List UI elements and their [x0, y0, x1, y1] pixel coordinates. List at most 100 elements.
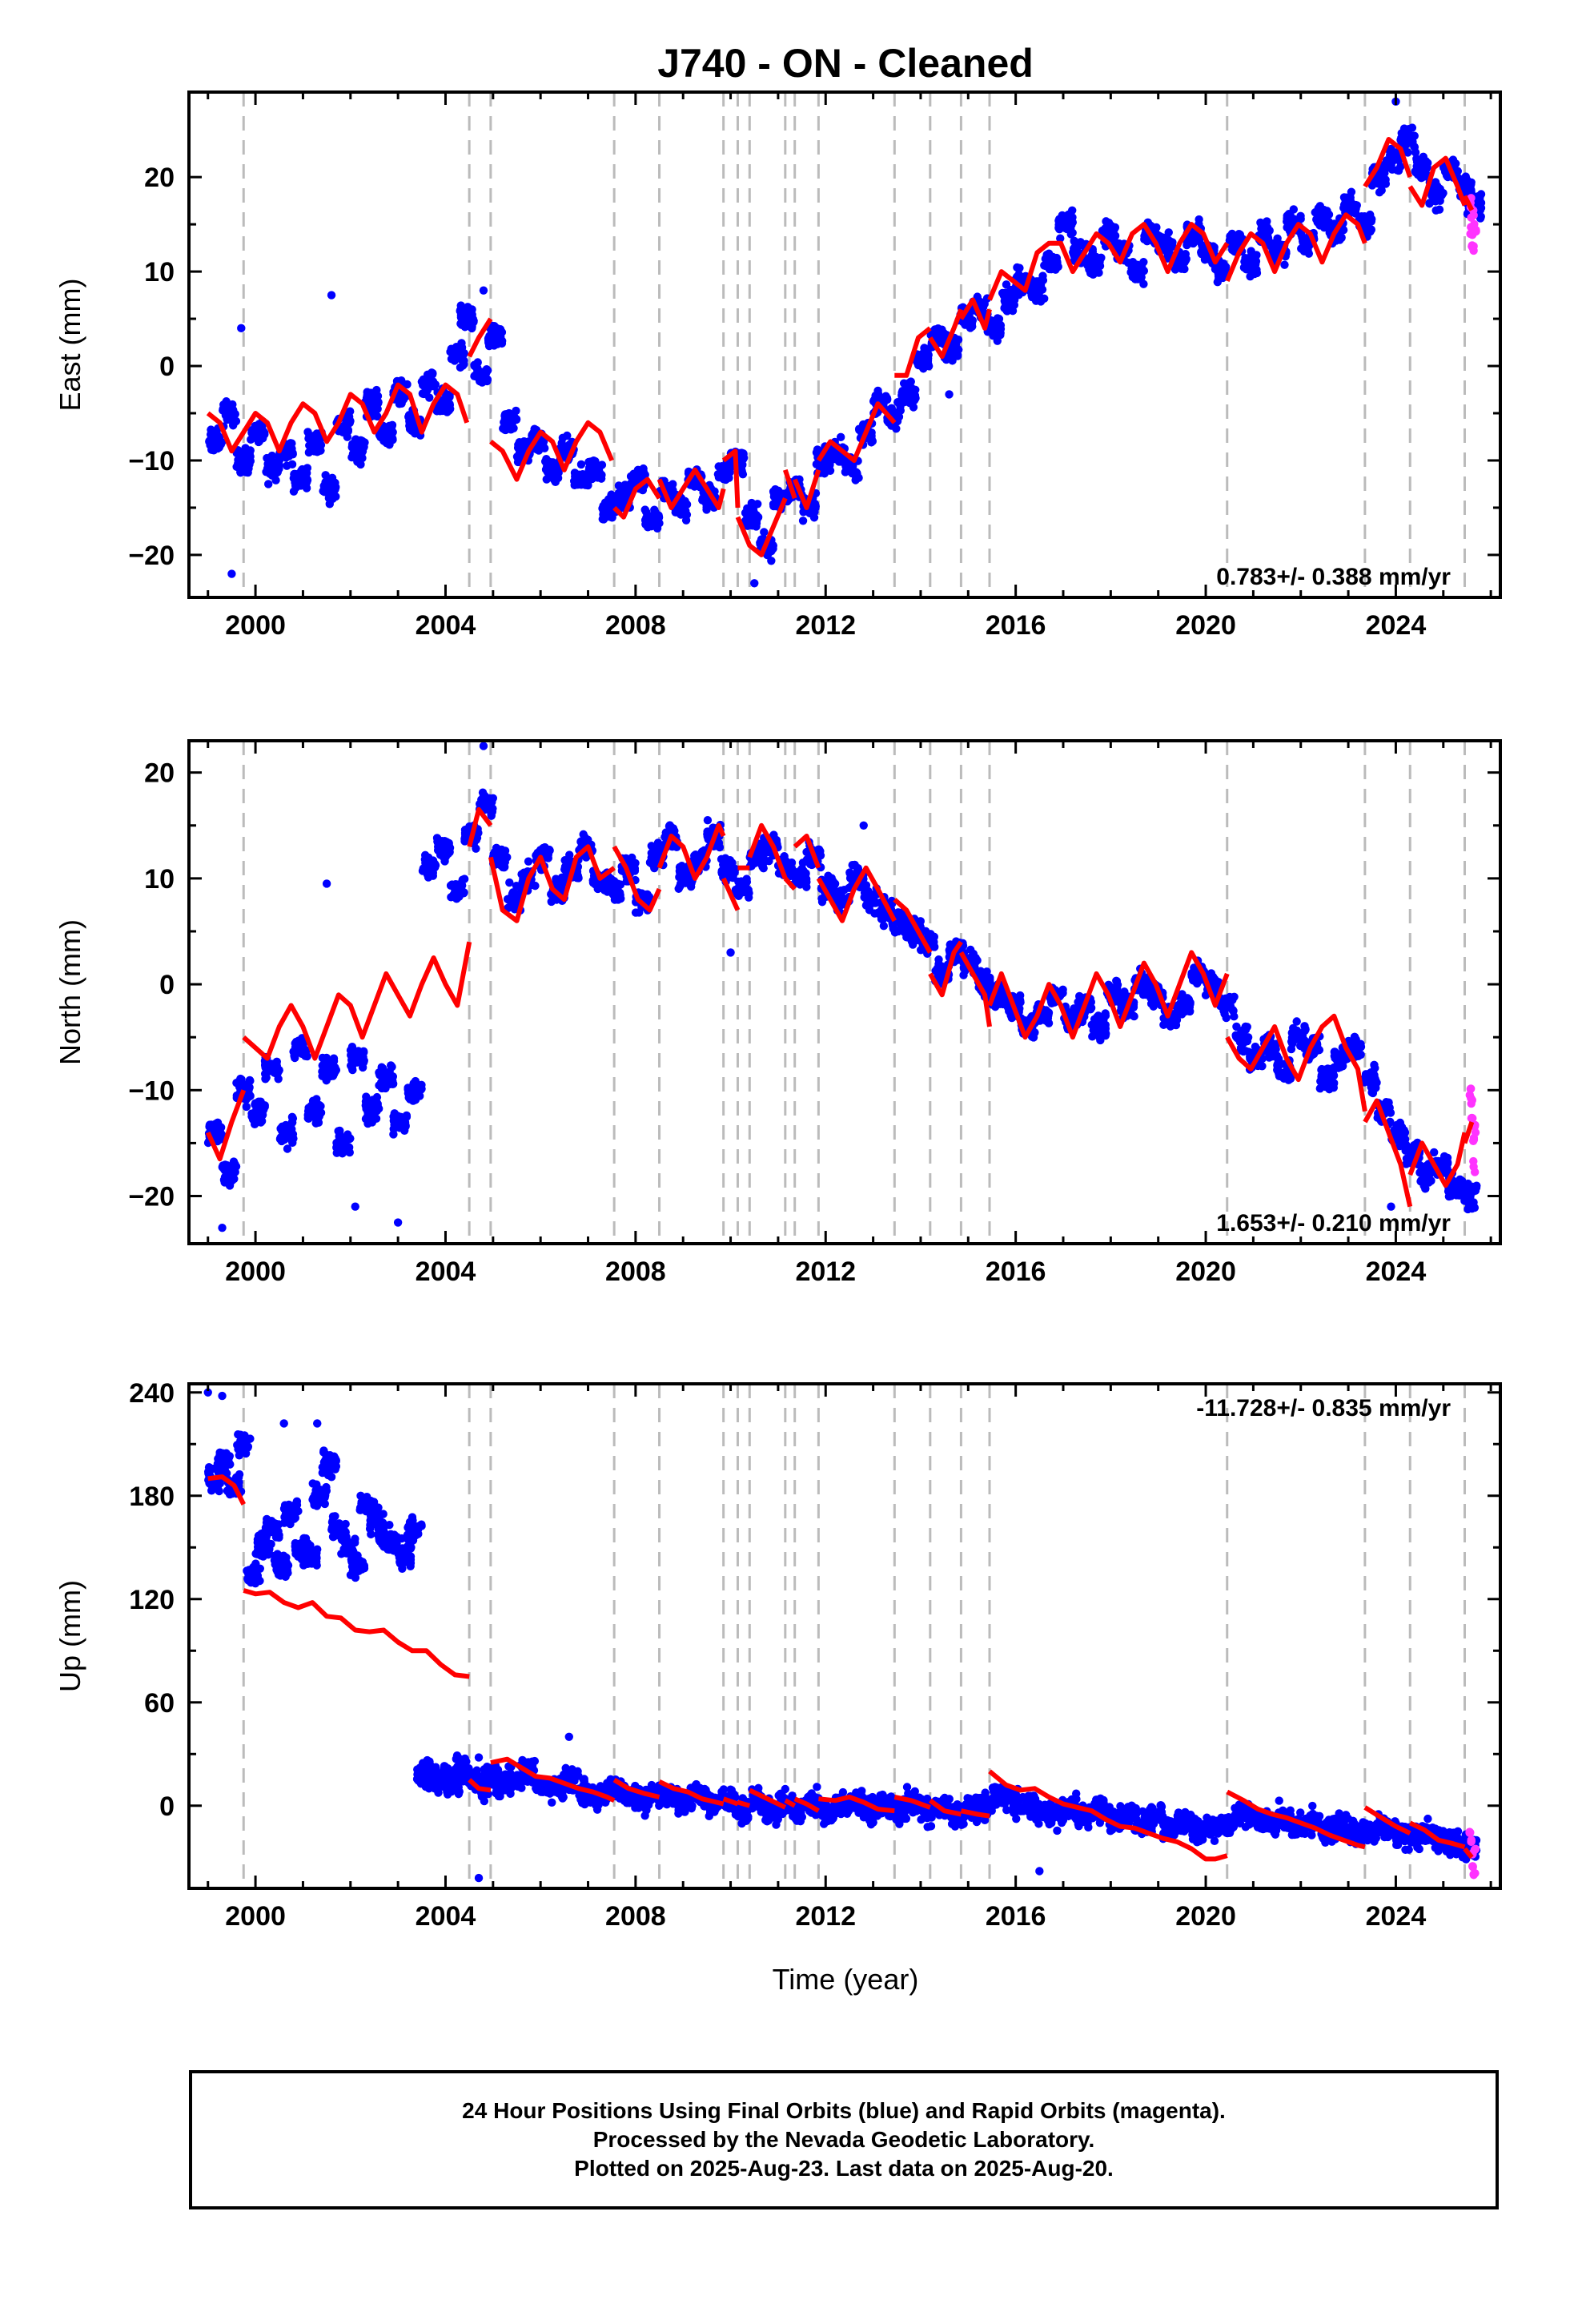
- data-point: [1198, 240, 1207, 250]
- data-point: [1180, 264, 1189, 274]
- x-tick-label: 2020: [1175, 610, 1236, 641]
- data-point: [813, 460, 822, 469]
- data-point: [227, 1174, 237, 1184]
- data-point: [836, 432, 845, 442]
- data-point: [503, 853, 512, 862]
- data-point: [576, 460, 586, 469]
- data-point: [682, 874, 691, 883]
- data-point: [468, 305, 476, 314]
- data-point: [665, 821, 674, 830]
- data-point: [1246, 272, 1255, 281]
- data-point: [908, 939, 917, 947]
- data-point: [228, 421, 238, 430]
- model-segment: [735, 497, 788, 557]
- data-point: [319, 1059, 328, 1068]
- data-point: [734, 877, 743, 887]
- data-point: [604, 495, 613, 504]
- data-point: [443, 406, 452, 416]
- data-point: [287, 1124, 296, 1134]
- data-point: [513, 457, 523, 467]
- data-point: [503, 410, 512, 420]
- data-point: [973, 292, 982, 301]
- data-point: [291, 478, 299, 487]
- data-point: [283, 1144, 292, 1153]
- data-point: [1461, 172, 1470, 181]
- data-point: [850, 860, 859, 870]
- data-point: [213, 1118, 223, 1128]
- data-point: [1258, 231, 1267, 240]
- data-point: [227, 404, 237, 414]
- data-point: [1164, 228, 1173, 237]
- data-point: [342, 424, 351, 434]
- data-point: [1392, 166, 1402, 175]
- data-point: [332, 1148, 341, 1157]
- data-point: [1351, 204, 1360, 213]
- data-point: [297, 476, 307, 486]
- data-point: [873, 389, 883, 399]
- data-point: [1197, 247, 1206, 256]
- data-point: [361, 1097, 371, 1106]
- data-point: [1245, 257, 1255, 266]
- data-point: [290, 469, 299, 479]
- data-point: [388, 434, 397, 443]
- data-point: [1379, 166, 1387, 175]
- data-point: [304, 1114, 313, 1124]
- data-point: [1401, 134, 1410, 143]
- y-tick-label: 0: [159, 352, 175, 382]
- data-point: [322, 476, 331, 486]
- data-point: [243, 468, 252, 477]
- data-point: [1195, 215, 1203, 224]
- data-point: [402, 1111, 412, 1120]
- data-point: [389, 1130, 398, 1139]
- data-point: [1034, 293, 1043, 303]
- data-point: [1104, 219, 1114, 227]
- data-point: [330, 480, 339, 489]
- data-point: [428, 870, 436, 879]
- chart-title: J740 - ON - Cleaned: [657, 41, 1034, 86]
- data-point: [1476, 203, 1486, 212]
- data-point: [753, 513, 763, 522]
- data-point: [307, 434, 316, 444]
- data-point: [443, 848, 452, 857]
- data-point: [811, 502, 820, 511]
- data-point: [246, 1092, 255, 1100]
- data-point: [614, 481, 624, 490]
- data-point: [372, 1092, 382, 1102]
- data-point: [429, 382, 439, 391]
- data-point: [1051, 255, 1060, 265]
- data-point: [1324, 210, 1334, 219]
- data-point: [816, 851, 825, 860]
- data-point: [326, 487, 335, 497]
- data-point: [477, 377, 486, 387]
- data-point: [1470, 227, 1479, 237]
- data-point: [893, 411, 901, 420]
- data-point: [626, 479, 636, 488]
- data-point: [482, 366, 491, 376]
- data-point: [460, 318, 470, 327]
- data-point: [468, 322, 476, 332]
- data-point: [628, 853, 636, 862]
- data-point: [1367, 181, 1377, 190]
- data-point: [829, 880, 839, 890]
- data-point: [219, 404, 227, 413]
- data-point: [1452, 159, 1460, 168]
- data-point: [315, 435, 325, 444]
- data-point: [742, 875, 751, 883]
- data-point: [1073, 240, 1082, 249]
- data-point: [715, 472, 724, 481]
- data-point: [978, 300, 988, 310]
- data-point: [1187, 239, 1197, 247]
- data-point: [263, 1065, 273, 1074]
- data-point: [310, 447, 319, 456]
- data-point: [524, 857, 533, 866]
- data-point: [395, 400, 404, 408]
- model-segment: [1462, 195, 1475, 211]
- model-segment: [987, 222, 1230, 301]
- data-point: [364, 397, 373, 406]
- data-point: [475, 799, 484, 809]
- data-point: [298, 464, 307, 474]
- data-point: [743, 510, 752, 520]
- data-point: [1056, 234, 1065, 243]
- data-point: [1173, 258, 1182, 267]
- data-point: [360, 438, 369, 447]
